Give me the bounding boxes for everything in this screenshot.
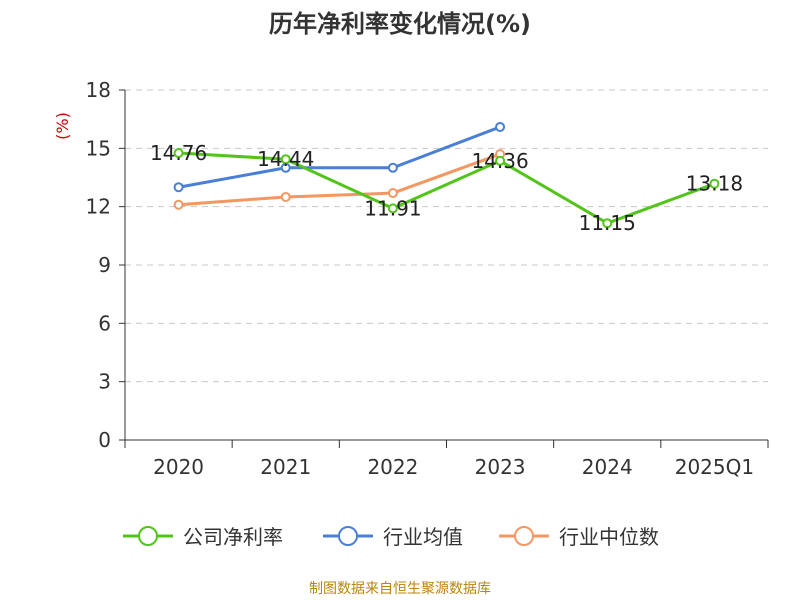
data-point <box>280 154 291 165</box>
data-label: 14.36 <box>471 149 528 173</box>
data-point <box>387 188 398 199</box>
series-line-1 <box>178 125 501 189</box>
data-point <box>173 148 184 158</box>
y-tick-label: 6 <box>98 311 111 335</box>
x-tick-label: 2020 <box>153 455 204 479</box>
legend-item-1: 行业均值 <box>323 525 463 549</box>
grid-lines <box>125 89 768 383</box>
y-tick-label: 0 <box>98 428 111 452</box>
data-label: 13.18 <box>686 172 743 196</box>
legend-label: 行业中位数 <box>559 525 659 549</box>
data-label: 11.15 <box>579 211 636 235</box>
axes <box>119 89 769 448</box>
legend-marker <box>338 526 358 546</box>
data-point <box>387 203 398 214</box>
y-tick-label: 12 <box>86 195 111 219</box>
x-tick-label: 2025Q1 <box>675 455 754 479</box>
data-point <box>173 199 184 210</box>
legend-item-2: 行业中位数 <box>499 525 659 549</box>
data-source-note: 制图数据来自恒生聚源数据库 <box>309 581 491 597</box>
legend-label: 公司净利率 <box>183 525 283 549</box>
data-label: 11.91 <box>364 196 421 220</box>
data-point <box>387 162 398 173</box>
x-tick-label: 2022 <box>367 455 418 479</box>
x-tick-label: 2023 <box>475 455 526 479</box>
legend-marker <box>138 526 158 546</box>
data-point <box>280 191 291 202</box>
legend: 公司净利率 行业均值 行业中位数 <box>123 525 659 549</box>
data-point <box>602 218 613 229</box>
data-point <box>495 155 506 166</box>
y-tick-labels: 0 3 6 9 12 15 18 <box>86 78 111 452</box>
data-label: 14.44 <box>257 147 314 171</box>
y-tick-label: 3 <box>98 370 111 394</box>
series-lines <box>173 121 720 229</box>
series-line-2 <box>178 152 501 207</box>
series-line-0 <box>178 151 715 225</box>
y-tick-label: 18 <box>86 78 111 102</box>
legend-item-0: 公司净利率 <box>123 525 283 549</box>
chart-title: 历年净利率变化情况(%) <box>269 10 531 38</box>
x-tick-labels: 2020 2021 2022 2023 2024 2025Q1 <box>153 455 754 479</box>
x-tick-label: 2024 <box>582 455 633 479</box>
data-point <box>495 121 506 132</box>
legend-label: 行业均值 <box>383 525 463 549</box>
data-label: 14.76 <box>150 141 207 165</box>
legend-marker <box>514 526 534 546</box>
data-point <box>173 182 184 193</box>
y-tick-label: 15 <box>86 136 111 160</box>
x-tick-label: 2021 <box>260 455 311 479</box>
data-point <box>709 178 720 189</box>
y-tick-label: 9 <box>98 253 111 277</box>
data-labels: 14.76 14.44 11.91 14.36 11.15 13.18 <box>150 141 743 235</box>
y-axis-unit-label: (%) <box>53 112 72 140</box>
